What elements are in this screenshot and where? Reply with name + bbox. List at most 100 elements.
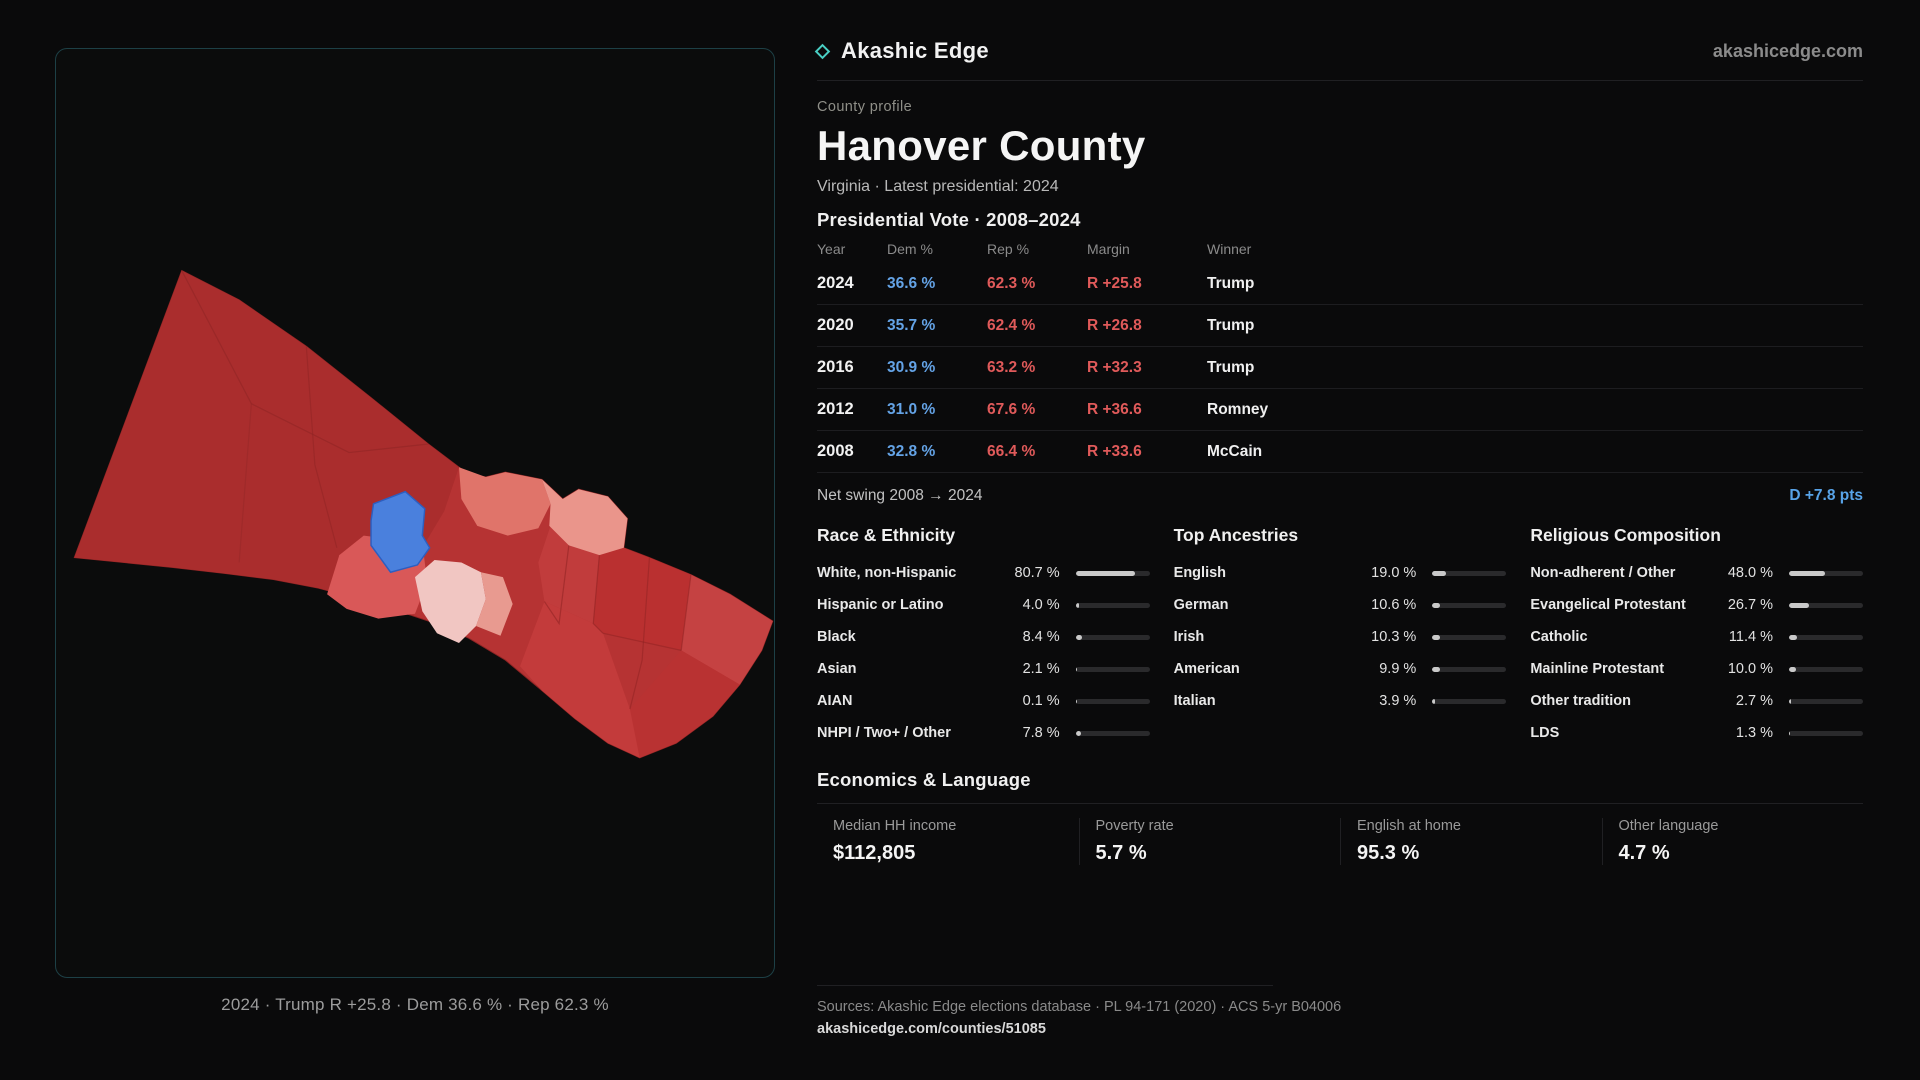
stat-english-at-home: English at home 95.3 % [1340, 818, 1602, 865]
demo-bar-fill [1788, 634, 1798, 640]
dem-cell: 32.8 % [887, 442, 936, 460]
demo-row: White, non-Hispanic 80.7 % [817, 557, 1150, 589]
demo-value: 2.1 % [1022, 661, 1060, 677]
margin-cell: R +25.8 [1087, 274, 1142, 292]
demo-bar-fill [1432, 570, 1447, 576]
demo-col-ancestries: Top Ancestries English 19.0 % German 10.… [1174, 525, 1507, 749]
rep-cell: 62.4 % [987, 316, 1036, 334]
brand-diamond-icon [814, 43, 831, 59]
winner-cell: Trump [1207, 358, 1255, 376]
demo-row: Catholic 11.4 % [1530, 621, 1863, 653]
demo-row: Irish 10.3 % [1174, 621, 1507, 653]
demo-label: Asian [817, 661, 857, 677]
demo-value: 10.0 % [1727, 661, 1773, 677]
demo-value: 80.7 % [1014, 565, 1060, 581]
permalink[interactable]: akashicedge.com/counties/51085 [817, 1021, 1046, 1037]
demo-label: White, non-Hispanic [817, 565, 957, 581]
demo-bar-track [1075, 730, 1150, 736]
demo-bar-fill [1075, 666, 1078, 672]
demo-bar-track [1788, 698, 1863, 704]
demo-row: NHPI / Two+ / Other 7.8 % [817, 717, 1150, 749]
net-swing-label: Net swing 2008 → 2024 [817, 487, 983, 504]
demo-label: English [1173, 565, 1227, 581]
stat-value: 4.7 % [1618, 842, 1670, 864]
demo-label: Catholic [1530, 629, 1588, 645]
stat-label: English at home [1357, 818, 1461, 834]
demo-row: Hispanic or Latino 4.0 % [817, 589, 1150, 621]
stat-value: $112,805 [833, 842, 916, 864]
demo-label: Hispanic or Latino [817, 597, 944, 613]
demo-bar-fill [1788, 570, 1825, 576]
eyebrow-label: County profile [817, 99, 913, 115]
demo-value: 11.4 % [1728, 629, 1773, 645]
county-choropleth-map [73, 269, 774, 759]
presidential-vote-table: Year Dem % Rep % Margin Winner 2024 36.6… [817, 235, 1863, 473]
year-cell: 2012 [817, 400, 854, 418]
dem-cell: 36.6 % [887, 274, 936, 292]
demo-value: 10.3 % [1371, 629, 1417, 645]
demo-bar-track [1432, 602, 1507, 608]
demo-bar-track [1788, 666, 1863, 672]
stat-label: Poverty rate [1095, 818, 1174, 834]
demo-row: American 9.9 % [1174, 653, 1507, 685]
col-margin: Margin [1087, 241, 1130, 257]
demo-value: 19.0 % [1371, 565, 1417, 581]
demo-bar-fill [1788, 730, 1790, 736]
demo-value: 8.4 % [1022, 629, 1060, 645]
demo-bar-track [1432, 570, 1507, 576]
demo-col-heading: Race & Ethnicity [817, 525, 956, 545]
stat-value: 95.3 % [1357, 842, 1420, 864]
demo-row: English 19.0 % [1174, 557, 1507, 589]
rep-cell: 66.4 % [987, 442, 1036, 460]
demo-label: Mainline Protestant [1530, 661, 1665, 677]
demo-label: Irish [1173, 629, 1205, 645]
rep-cell: 67.6 % [987, 400, 1036, 418]
demo-bar-track [1432, 634, 1507, 640]
col-dem: Dem % [887, 241, 933, 257]
vote-section-title: Presidential Vote · 2008–2024 [817, 209, 1081, 230]
demo-label: Other tradition [1530, 693, 1632, 709]
demographics-grid: Race & Ethnicity White, non-Hispanic 80.… [817, 525, 1863, 749]
rep-cell: 63.2 % [987, 358, 1036, 376]
demo-label: NHPI / Two+ / Other [817, 725, 951, 741]
demo-value: 26.7 % [1727, 597, 1773, 613]
demo-bar-fill [1075, 602, 1079, 608]
vote-row-2020: 2020 35.7 % 62.4 % R +26.8 Trump [817, 305, 1863, 347]
demo-bar-track [1075, 570, 1150, 576]
demo-bar-fill [1075, 698, 1077, 704]
demo-bar-track [1788, 570, 1863, 576]
demo-col-religion: Religious Composition Non-adherent / Oth… [1530, 525, 1863, 749]
county-profile-content: Akashic Edge akashicedge.com County prof… [814, 38, 1863, 1038]
county-map-panel [55, 48, 775, 978]
demo-bar-fill [1788, 666, 1797, 672]
dem-cell: 35.7 % [887, 316, 936, 334]
demo-col-heading: Religious Composition [1530, 525, 1721, 545]
margin-cell: R +33.6 [1087, 442, 1142, 460]
demo-row: Evangelical Protestant 26.7 % [1530, 589, 1863, 621]
winner-cell: Romney [1207, 400, 1269, 418]
demo-row: Non-adherent / Other 48.0 % [1530, 557, 1863, 589]
margin-cell: R +32.3 [1087, 358, 1142, 376]
demo-bar-fill [1075, 570, 1136, 576]
demo-col-heading: Top Ancestries [1173, 525, 1299, 545]
demo-value: 4.0 % [1022, 597, 1060, 613]
vote-row-2024: 2024 36.6 % 62.3 % R +25.8 Trump [817, 263, 1863, 305]
demo-bar-track [1788, 602, 1863, 608]
demo-label: Black [817, 629, 856, 645]
vote-row-2012: 2012 31.0 % 67.6 % R +36.6 Romney [817, 389, 1863, 431]
brand: Akashic Edge [814, 38, 989, 64]
economics-stats: Median HH income $112,805 Poverty rate 5… [817, 818, 1863, 865]
demo-value: 3.9 % [1379, 693, 1417, 709]
winner-cell: Trump [1207, 274, 1255, 292]
demo-label: Italian [1173, 693, 1216, 709]
map-caption: 2024 · Trump R +25.8 · Dem 36.6 % · Rep … [221, 995, 609, 1014]
demo-label: AIAN [817, 693, 853, 709]
demo-bar-fill [1075, 730, 1082, 736]
demo-row: Mainline Protestant 10.0 % [1530, 653, 1863, 685]
site-domain-link[interactable]: akashicedge.com [1712, 40, 1863, 61]
demo-bar-fill [1788, 698, 1791, 704]
demo-value: 7.8 % [1022, 725, 1060, 741]
rep-cell: 62.3 % [987, 274, 1036, 292]
demo-bar-track [1075, 634, 1150, 640]
demo-bar-fill [1075, 634, 1082, 640]
